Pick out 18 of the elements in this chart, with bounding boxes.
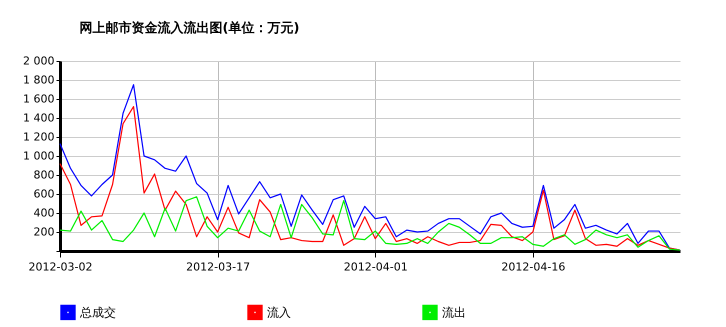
legend-label: 总成交 xyxy=(79,305,116,320)
y-tick-label: 400 xyxy=(34,206,54,220)
y-tick-label: 2 000 xyxy=(23,54,54,68)
y-tick-label: 800 xyxy=(34,168,54,182)
y-tick-label: 1 400 xyxy=(23,112,54,124)
chart-title: 网上邮市资金流入流出图(单位：万元) xyxy=(80,20,300,36)
legend-label: 流入 xyxy=(267,305,291,320)
x-tick-label: 2012-04-16 xyxy=(501,260,566,274)
x-tick-label: 2012-04-01 xyxy=(344,260,408,274)
y-tick-label: 1 600 xyxy=(23,92,54,106)
y-tick-label: 1 800 xyxy=(23,74,54,86)
y-tick-label: 200 xyxy=(34,226,54,238)
x-tick-label: 2012-03-02 xyxy=(28,260,92,274)
y-tick-label: 1 000 xyxy=(23,150,54,162)
y-tick-label: 600 xyxy=(34,188,54,200)
x-tick-label: 2012-03-17 xyxy=(186,260,250,274)
y-tick-label: 1 200 xyxy=(23,130,54,144)
legend-label: 流出 xyxy=(442,305,466,320)
